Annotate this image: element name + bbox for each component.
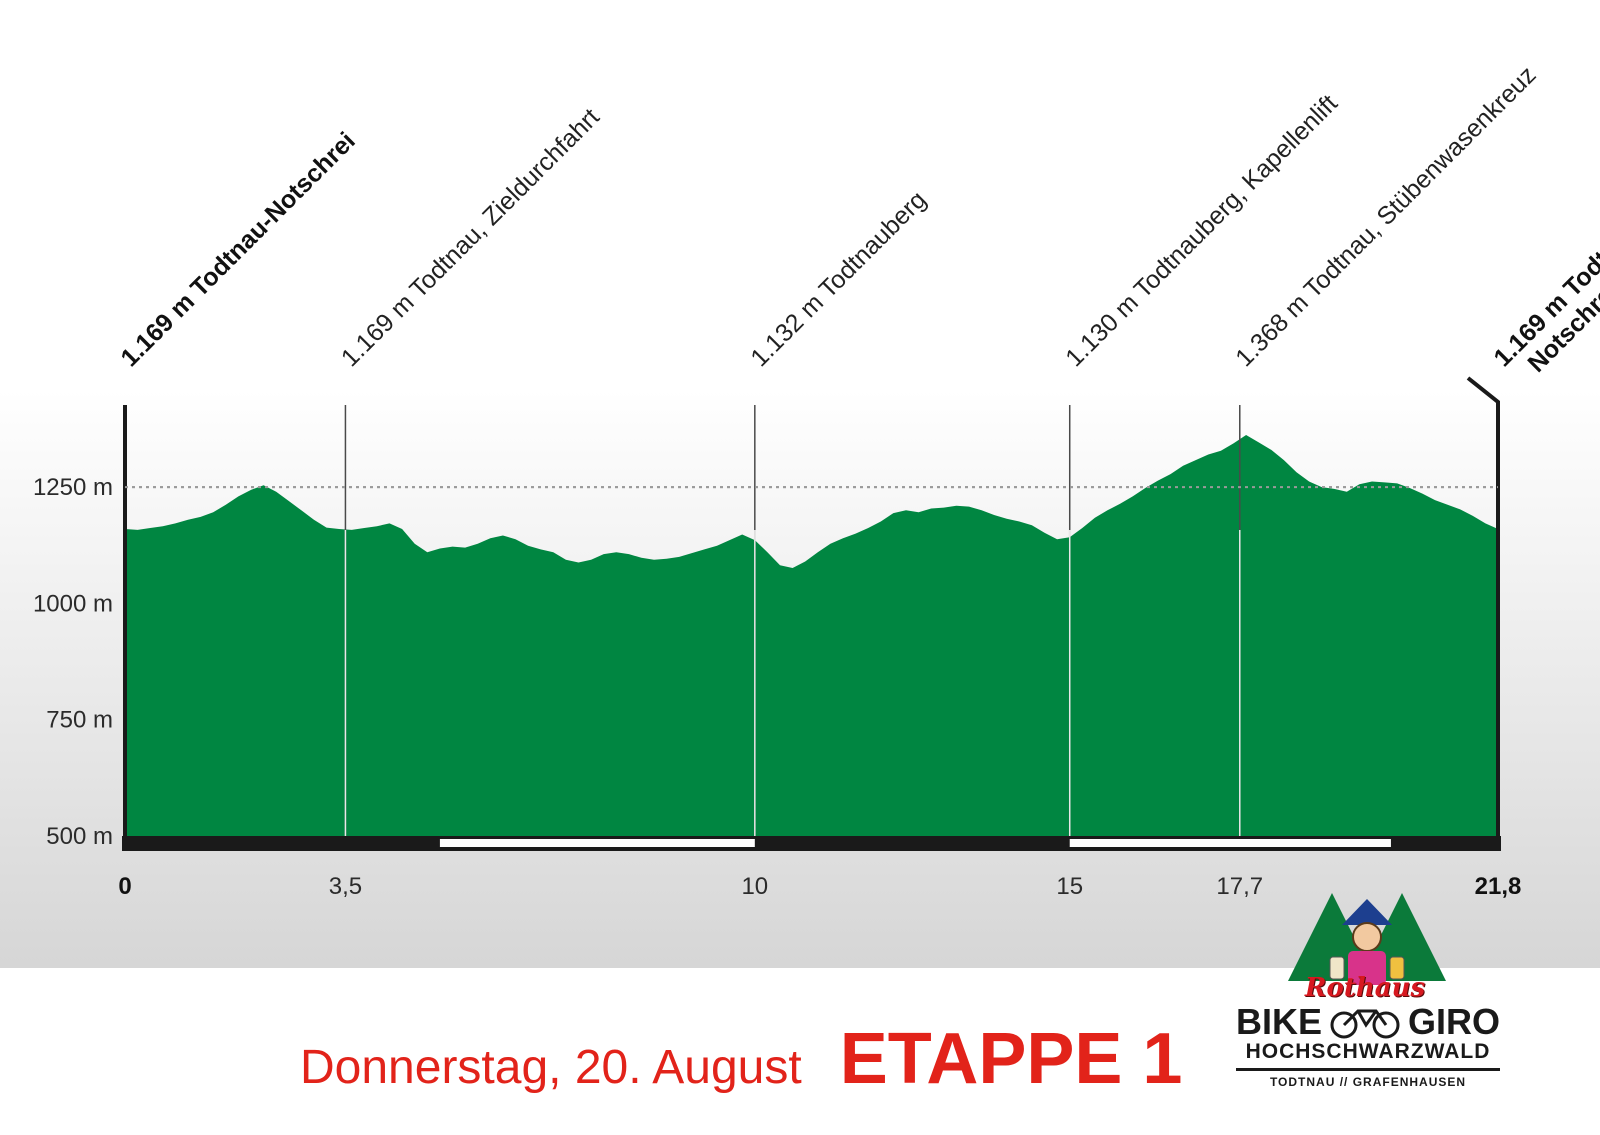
waypoint-label-group: 1.169 m Todtnau-Notschrei bbox=[1488, 208, 1600, 378]
waypoint-label: 1.169 m Todtnau, Zieldurchfahrt bbox=[336, 103, 605, 372]
waypoint-label: 1.130 m Todtnauberg, Kapellenlift bbox=[1060, 89, 1343, 372]
waypoint-label: 1.169 m Todtnau-Notschrei bbox=[115, 127, 360, 372]
logo-bike-giro: BIKE GIRO bbox=[1236, 1001, 1500, 1043]
waypoint-lines bbox=[344, 405, 1241, 836]
axes bbox=[122, 376, 1501, 851]
waypoint-label: 1.132 m Todtnauberg bbox=[745, 186, 932, 373]
bicycle-icon bbox=[1330, 1009, 1400, 1039]
xtick-label: 3,5 bbox=[329, 873, 362, 900]
footer: Donnerstag, 20. August ETAPPE 1 bbox=[300, 1018, 1183, 1099]
y-axis-right bbox=[1466, 376, 1500, 836]
ytick-label: 1000 m bbox=[33, 590, 113, 617]
xtick-label: 0 bbox=[118, 873, 131, 900]
xtick-label: 17,7 bbox=[1216, 873, 1263, 900]
waypoint-label-group: 1.132 m Todtnauberg bbox=[745, 186, 932, 373]
x-axis-bar-segment bbox=[439, 839, 755, 847]
ytick-label: 750 m bbox=[46, 707, 113, 734]
waypoint-label-group: 1.169 m Todtnau-Notschrei bbox=[115, 127, 360, 372]
waypoint-label: 1.368 m Todtnau, Stübenwasenkreuz bbox=[1230, 61, 1541, 372]
elevation-profile-area bbox=[125, 435, 1498, 836]
x-axis-ticks: 0 3,5 10 15 17,7 21,8 bbox=[118, 873, 1521, 900]
logo-locations-text: TODTNAU // GRAFENHAUSEN bbox=[1269, 1075, 1467, 1089]
logo-brand-text: Rothaus bbox=[1304, 973, 1426, 1003]
logo-giro-text: GIRO bbox=[1407, 1001, 1500, 1042]
x-axis-bar-segment bbox=[1069, 839, 1391, 847]
logo-emblem-icon bbox=[1288, 893, 1446, 985]
rothaus-bike-giro-logo: Rothaus BIKE GIRO HOCHSCHWARZWALD TODTNA… bbox=[1232, 885, 1504, 1125]
logo-bike-text: BIKE bbox=[1236, 1001, 1323, 1042]
ytick-label: 500 m bbox=[46, 823, 113, 850]
waypoint-label-group: 1.368 m Todtnau, Stübenwasenkreuz bbox=[1230, 61, 1541, 372]
xtick-label: 10 bbox=[741, 873, 768, 900]
y-axis-ticks: 1250 m 1000 m 750 m 500 m bbox=[33, 474, 113, 850]
waypoint-label-group: 1.130 m Todtnauberg, Kapellenlift bbox=[1060, 89, 1343, 372]
xtick-label: 15 bbox=[1056, 873, 1083, 900]
logo-region-text: HOCHSCHWARZWALD bbox=[1245, 1040, 1491, 1063]
waypoint-label-group: 1.169 m Todtnau, Zieldurchfahrt bbox=[336, 103, 605, 372]
ytick-label: 1250 m bbox=[33, 474, 113, 501]
xtick-label: 21,8 bbox=[1475, 873, 1522, 900]
stage-date: Donnerstag, 20. August bbox=[300, 1041, 802, 1094]
stage-title: ETAPPE 1 bbox=[839, 1019, 1183, 1099]
logo-divider bbox=[1236, 1068, 1500, 1071]
